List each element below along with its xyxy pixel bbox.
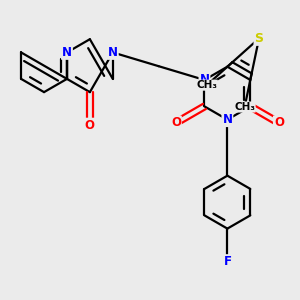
Text: N: N [62,46,72,59]
Text: S: S [254,32,263,45]
Text: N: N [108,46,118,59]
Text: O: O [274,116,284,129]
Text: N: N [200,74,209,86]
Text: F: F [224,255,231,268]
Text: O: O [85,118,95,132]
Text: CH₃: CH₃ [234,102,255,112]
Text: N: N [222,113,233,126]
Text: CH₃: CH₃ [196,80,217,90]
Text: O: O [171,116,181,129]
